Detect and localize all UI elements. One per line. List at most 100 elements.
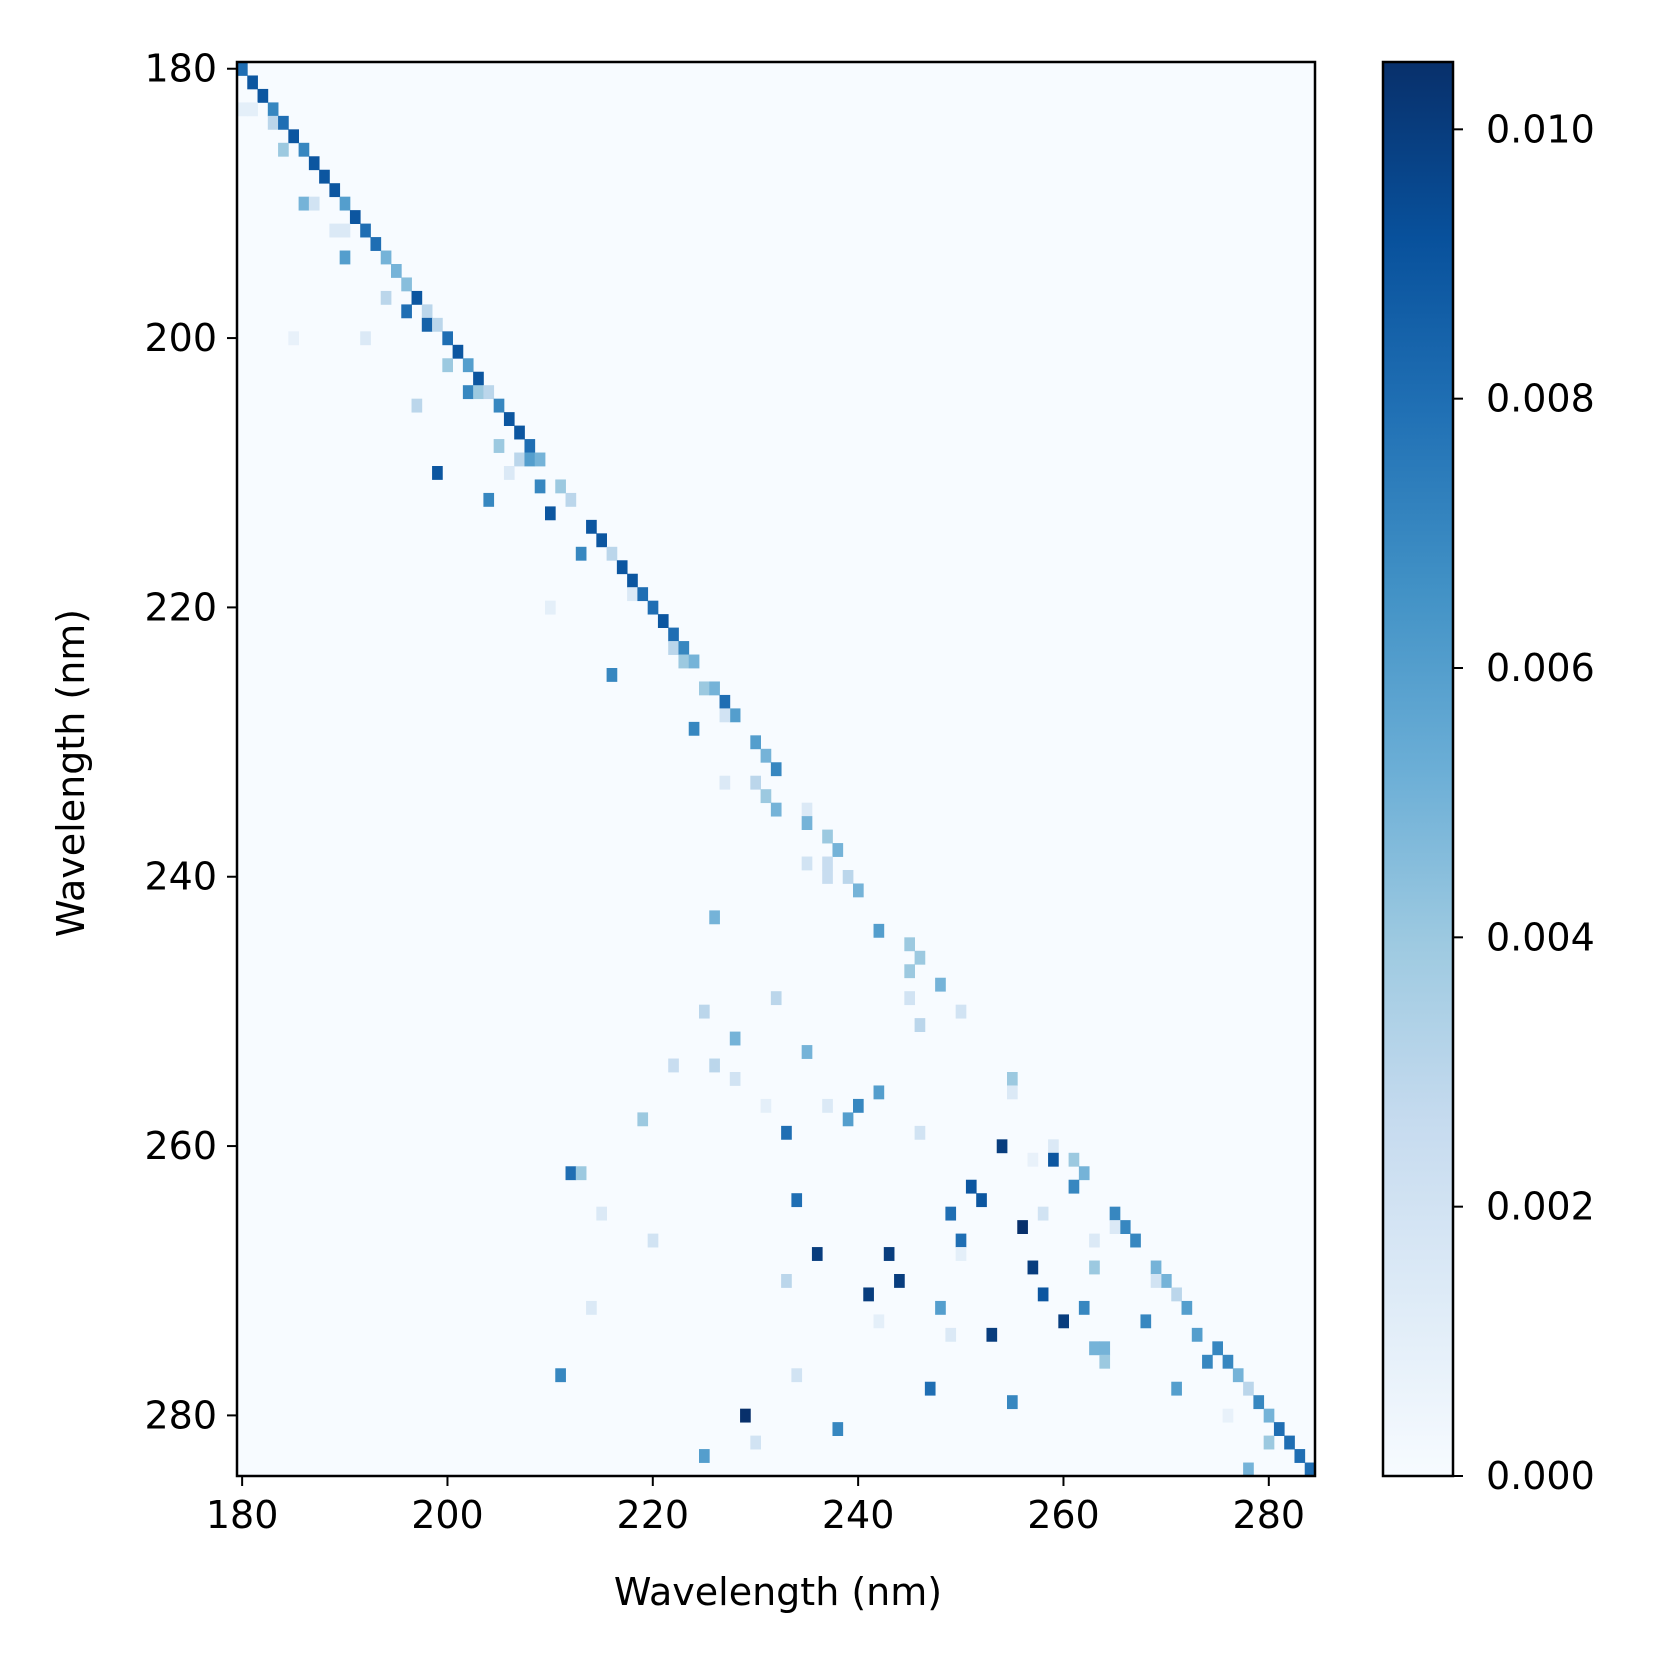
heatmap-cell [432,317,443,332]
heatmap-cell [1027,1152,1039,1167]
heatmap-cell [308,156,320,171]
heatmap-cell [1089,1260,1100,1275]
heatmap-cell [863,1287,874,1302]
heatmap-cell [719,708,731,723]
heatmap-cell [791,1368,803,1383]
heatmap-cell [421,317,433,332]
heatmap-cell [339,250,351,265]
heatmap-cell [442,358,453,373]
heatmap-cell [462,385,474,400]
heatmap-cell [575,1166,587,1181]
heatmap-cell [914,950,926,965]
heatmap-cell [647,600,659,615]
heatmap-cell [822,829,833,844]
heatmap-cell [688,654,700,669]
heatmap-cell [411,290,423,305]
heatmap-cell [904,991,915,1006]
heatmap-cell [699,1449,710,1463]
heatmap-cell [914,1125,926,1140]
heatmap-cell [1243,1462,1254,1477]
x-tick-label: 220 [617,1493,690,1537]
heatmap-cell [1150,1274,1162,1288]
heatmap-cell [627,587,638,602]
heatmap-cell [1089,1233,1100,1248]
heatmap-cell [678,654,690,669]
heatmap-cell [1212,1341,1223,1356]
heatmap-cell [801,856,813,871]
heatmap-cell [360,331,371,346]
heatmap-cell [432,466,443,480]
heatmap-cell [770,762,782,777]
heatmap-cell [1130,1233,1141,1248]
heatmap-cell [1284,1435,1295,1450]
heatmap-cell [1068,1152,1080,1167]
heatmap-cell [514,425,525,440]
heatmap-cell [1263,1435,1275,1450]
heatmap-cell [267,115,279,130]
heatmap-cell [267,102,279,117]
heatmap-cell [1171,1287,1182,1302]
heatmap-cell [1017,1220,1028,1234]
y-axis: 180 200 220 240 260 280 [144,47,237,1437]
heatmap-cell [853,1098,864,1113]
heatmap-cell [1304,1462,1316,1477]
heatmap-cell [1048,1139,1059,1154]
heatmap-cell [637,587,649,602]
heatmap-cell [976,1193,987,1208]
heatmap-cell [760,1098,772,1113]
heatmap-cell [329,183,341,198]
heatmap-cell [750,735,761,750]
colorbar-tick-label: 0.000 [1486,1454,1595,1498]
heatmap-cell [555,479,566,494]
heatmap-cell [883,1247,895,1261]
heatmap-cell [709,681,720,696]
heatmap-cell [524,452,536,467]
heatmap-cell [647,1233,659,1248]
heatmap-cell [391,264,402,278]
heatmap-cell [801,1045,813,1059]
heatmap-cell [1253,1395,1265,1410]
heatmap-cell [473,371,484,386]
heatmap-cell [411,398,423,413]
heatmap-cell [801,802,813,817]
heatmap-cell [1140,1314,1152,1329]
x-tick-label: 200 [411,1493,484,1537]
heatmap-cell [627,573,638,588]
heatmap-cell [770,991,782,1006]
heatmap-cell [349,210,361,224]
heatmap-cell [1109,1220,1121,1234]
heatmap-cell [1027,1260,1039,1275]
y-tick-label: 280 [144,1393,217,1437]
heatmap-cell [360,223,371,238]
plot-area [235,60,1317,1478]
heatmap-cell [534,479,546,494]
heatmap-cell [986,1327,998,1342]
heatmap-cell [534,452,546,467]
heatmap-cell [1294,1449,1306,1463]
colorbar-gradient [1381,60,1455,1478]
heatmap-cell [514,452,525,467]
heatmap-cell [1099,1341,1111,1356]
heatmap-cell [442,331,453,346]
heatmap-cell [586,519,597,534]
y-axis-label: Wavelength (nm) [49,609,93,937]
heatmap-cell [606,546,618,561]
heatmap-cell [1037,1287,1049,1302]
heatmap-cell [545,600,556,615]
heatmap-cell [832,1422,844,1436]
heatmap-cell [237,62,248,76]
heatmap-cell [237,102,248,117]
heatmap-cell [904,964,915,979]
heatmap-cell [1243,1381,1254,1396]
heatmap-cell [853,883,864,898]
heatmap-cell [298,196,310,211]
heatmap-cell [575,546,587,561]
heatmap-cell [688,721,700,736]
heatmap-cell [1191,1327,1203,1342]
heatmap-cell [760,748,772,763]
heatmap-cell [770,802,782,817]
colorbar-tick-label: 0.010 [1486,107,1595,151]
heatmap-cell [1078,1300,1090,1315]
heatmap-cell [945,1327,957,1342]
heatmap-cell [894,1274,905,1288]
